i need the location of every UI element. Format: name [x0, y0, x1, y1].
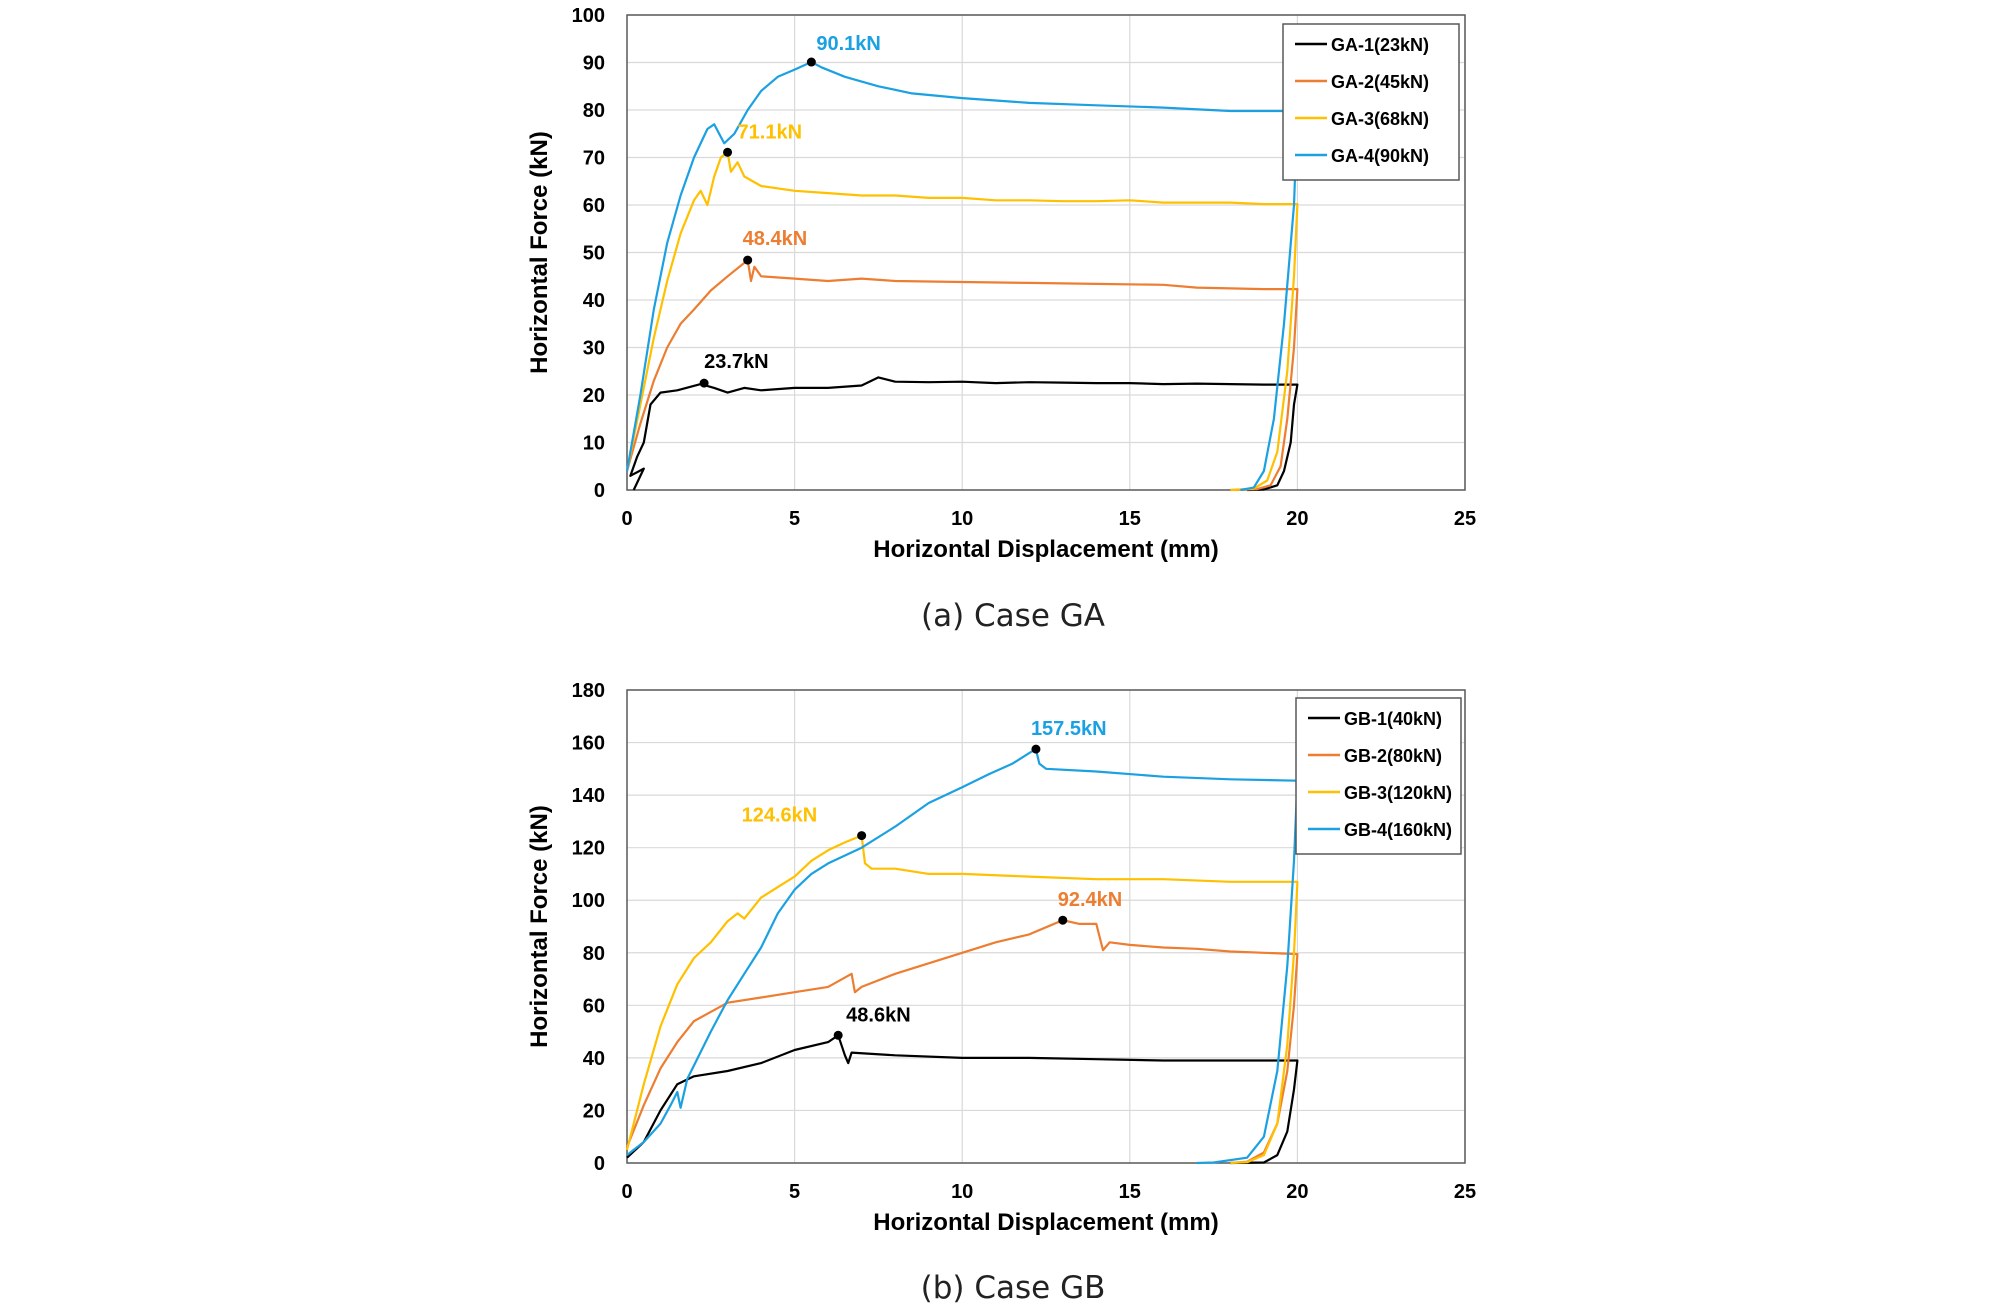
peak-marker [857, 831, 867, 841]
y-tick-label: 120 [572, 838, 605, 860]
y-tick-label: 0 [594, 480, 605, 502]
peak-label: 157.5kN [1031, 718, 1107, 740]
x-tick-label: 10 [951, 508, 973, 530]
y-tick-label: 60 [583, 195, 605, 217]
caption-case-ga: (a) Case GA [921, 598, 1105, 634]
y-tick-label: 70 [583, 148, 605, 170]
peak-label: 124.6kN [742, 805, 818, 827]
peak-label: 48.6kN [846, 1004, 911, 1026]
y-tick-label: 60 [583, 995, 605, 1017]
series-line-ga-2 [625, 259, 1299, 492]
legend-entry: GB-3(120kN) [1344, 783, 1452, 803]
peak-marker [1058, 915, 1068, 925]
y-tick-label: 10 [583, 433, 605, 455]
y-axis-title: Horizontal Force (kN) [526, 805, 553, 1048]
series-line-gb-1 [626, 1034, 1299, 1165]
x-tick-label: 15 [1119, 508, 1141, 530]
peak-marker [699, 378, 709, 388]
series-line-ga-3 [625, 151, 1299, 492]
peak-label: 92.4kN [1058, 889, 1123, 911]
peak-marker [833, 1030, 843, 1040]
y-tick-label: 160 [572, 733, 605, 755]
plot-frame [626, 689, 1466, 1164]
series-line-gb-2 [625, 919, 1299, 1165]
series-line-gb-3 [625, 834, 1299, 1165]
legend-entry: GA-3(68kN) [1331, 109, 1429, 129]
y-tick-label: 100 [572, 5, 605, 27]
y-tick-label: 40 [583, 290, 605, 312]
chart-case-gb: 0 5 10 15 20 25 0 20 40 60 80 100 120 140 160 180 Horizo… [526, 680, 1476, 1236]
y-tick-label: 90 [583, 53, 605, 75]
legend-entry: GA-4(90kN) [1331, 146, 1429, 166]
peak-label: 23.7kN [704, 351, 769, 373]
y-tick-label: 0 [594, 1153, 605, 1175]
series-line-ga-1 [629, 376, 1299, 492]
x-tick-label: 25 [1454, 1181, 1476, 1203]
x-tick-label: 25 [1454, 508, 1476, 530]
plot-frame [626, 14, 1466, 491]
y-tick-label: 180 [572, 680, 605, 702]
x-tick-label: 0 [621, 508, 632, 530]
y-tick-label: 80 [583, 943, 605, 965]
caption-case-gb: (b) Case GB [920, 1270, 1106, 1306]
y-tick-label: 20 [583, 1100, 605, 1122]
y-tick-label: 30 [583, 338, 605, 360]
legend-entry: GB-1(40kN) [1344, 709, 1442, 729]
peak-label: 71.1kN [738, 121, 803, 143]
x-tick-label: 15 [1119, 1181, 1141, 1203]
x-tick-label: 20 [1286, 508, 1308, 530]
peak-label: 90.1kN [816, 33, 881, 55]
series-line-ga-4 [625, 60, 1299, 492]
legend-entry: GA-2(45kN) [1331, 72, 1429, 92]
peak-marker [743, 255, 753, 265]
x-tick-label: 5 [789, 1181, 800, 1203]
series-line-gb-4 [626, 748, 1299, 1165]
y-tick-label: 140 [572, 785, 605, 807]
y-tick-label: 20 [583, 385, 605, 407]
x-tick-label: 20 [1286, 1181, 1308, 1203]
legend-entry: GB-2(80kN) [1344, 746, 1442, 766]
x-axis-title: Horizontal Displacement (mm) [873, 1209, 1218, 1236]
y-axis-title: Horizontal Force (kN) [526, 131, 553, 374]
peak-label: 48.4kN [743, 228, 808, 250]
x-tick-label: 0 [621, 1181, 632, 1203]
x-axis-title: Horizontal Displacement (mm) [873, 536, 1218, 563]
peak-marker [806, 57, 816, 67]
legend-entry: GB-4(160kN) [1344, 820, 1452, 840]
x-tick-label: 10 [951, 1181, 973, 1203]
peak-marker [723, 147, 733, 157]
y-tick-label: 80 [583, 100, 605, 122]
x-tick-label: 5 [789, 508, 800, 530]
y-tick-label: 50 [583, 243, 605, 265]
chart-case-ga: 0 5 10 15 20 25 0 10 20 30 40 50 60 70 80 90 100 Horizont… [526, 5, 1476, 563]
y-tick-label: 40 [583, 1048, 605, 1070]
peak-marker [1031, 744, 1041, 754]
legend-entry: GA-1(23kN) [1331, 35, 1429, 55]
y-tick-label: 100 [572, 890, 605, 912]
